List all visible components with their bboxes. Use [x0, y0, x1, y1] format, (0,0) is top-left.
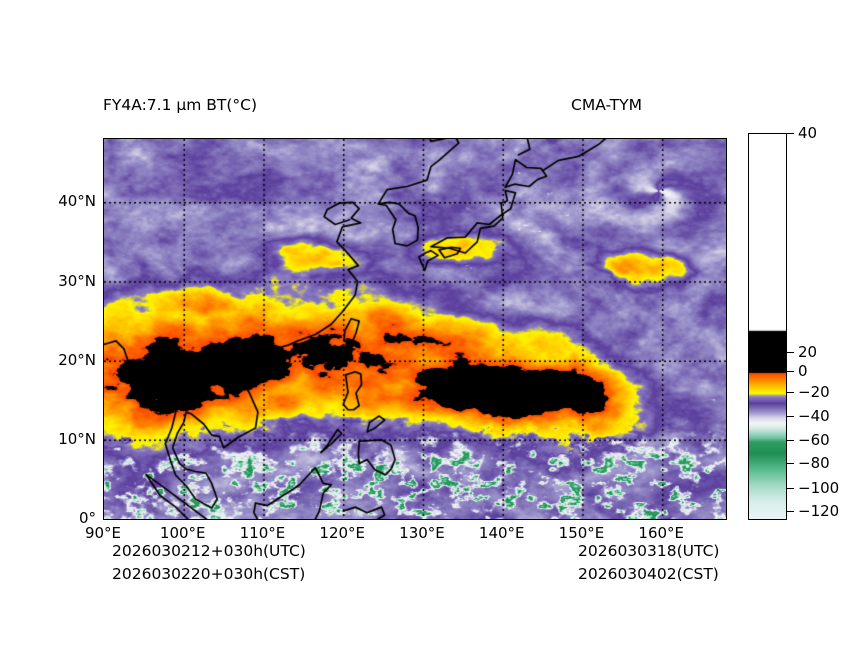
y-tick-label: 10°N: [58, 429, 96, 448]
colorbar-tick-mark: [787, 133, 794, 134]
colorbar-tick-mark: [787, 487, 794, 489]
footer-forecast-utc: 2026030212+030h(UTC): [112, 542, 306, 560]
x-tick-label: 130°E: [399, 524, 445, 542]
colorbar-tick-label: 40: [798, 124, 818, 142]
colorbar-tick-label: −100: [798, 478, 840, 497]
colorbar-tick-label: −80: [798, 454, 830, 473]
x-tick-label: 120°E: [319, 524, 366, 542]
y-tick-label: 0°: [78, 509, 96, 527]
colorbar-tick-mark: [787, 439, 794, 441]
agency-label: CMA-TYM: [571, 96, 642, 114]
colorbar-tick-label: −60: [798, 430, 830, 449]
satellite-map-plot: [103, 138, 727, 520]
footer-forecast-cst: 2026030220+030h(CST): [112, 565, 306, 583]
colorbar-tick-mark: [787, 415, 794, 417]
colorbar: [748, 133, 787, 520]
colorbar-tick-mark: [787, 351, 794, 353]
colorbar-gradient: [749, 134, 786, 519]
y-tick-label: 20°N: [58, 350, 96, 369]
x-tick-label: 90°E: [84, 524, 122, 542]
footer-valid-cst: 2026030402(CST): [578, 565, 719, 583]
colorbar-tick-label: −20: [798, 382, 830, 401]
x-tick-label: 160°E: [638, 524, 685, 542]
colorbar-tick-label: −120: [798, 502, 840, 521]
colorbar-tick-mark: [787, 511, 794, 513]
colorbar-tick-mark: [787, 391, 794, 393]
colorbar-tick-label: −40: [798, 406, 830, 425]
colorbar-tick-label: 0: [798, 362, 808, 381]
y-tick-label: 30°N: [58, 271, 96, 290]
y-tick-label: 40°N: [58, 192, 96, 211]
x-tick-label: 140°E: [478, 524, 525, 542]
colorbar-tick-mark: [787, 463, 794, 465]
x-tick-label: 110°E: [239, 524, 286, 542]
colorbar-tick-label: 20: [798, 342, 818, 361]
footer-valid-utc: 2026030318(UTC): [578, 542, 720, 560]
x-tick-label: 150°E: [558, 524, 605, 542]
x-tick-label: 100°E: [159, 524, 206, 542]
latlon-gridlines: [104, 139, 726, 519]
product-title: FY4A:7.1 μm BT(°C): [103, 96, 258, 114]
colorbar-tick-mark: [787, 371, 794, 373]
